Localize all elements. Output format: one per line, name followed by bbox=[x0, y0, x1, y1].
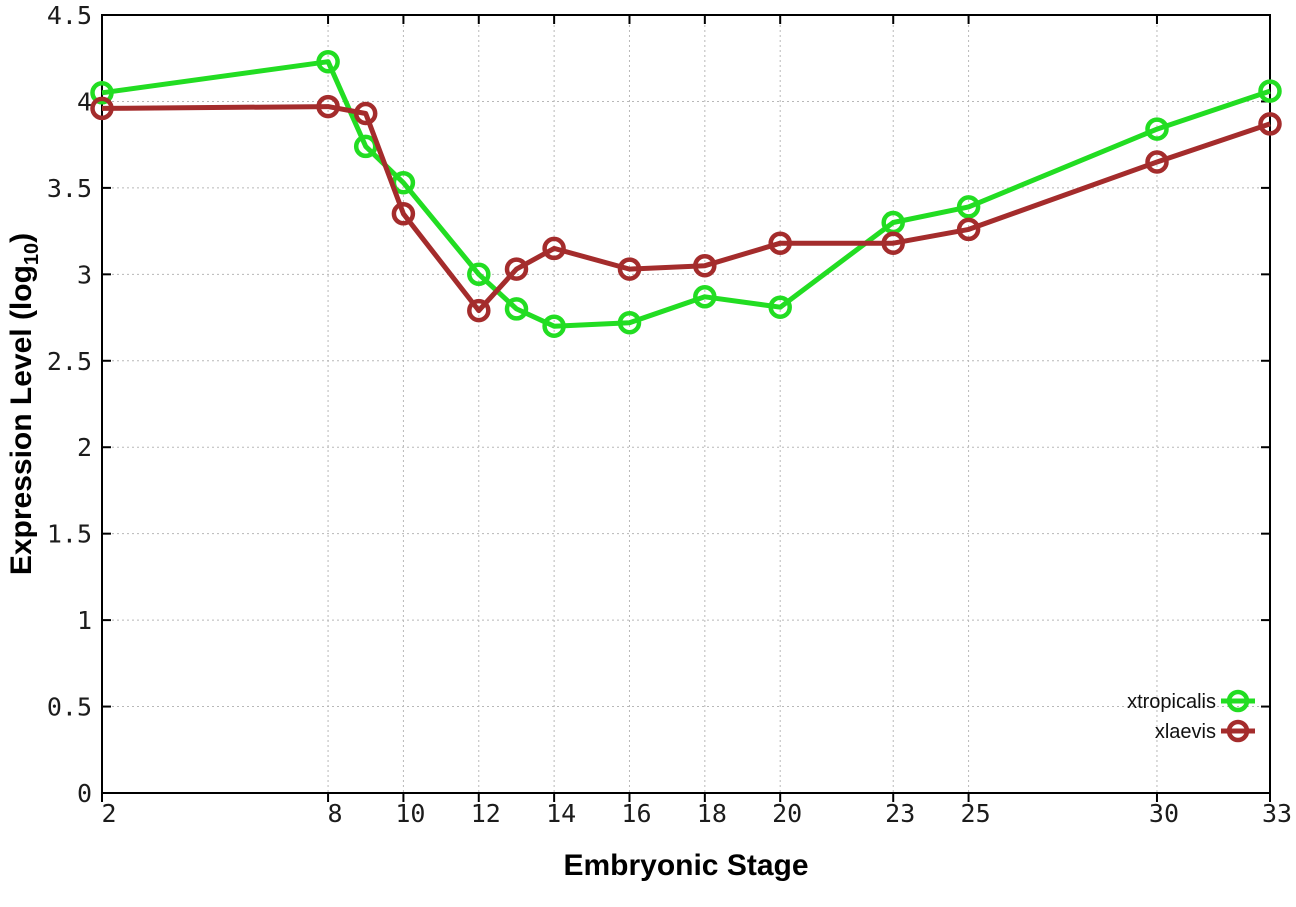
data-point-xtropicalis bbox=[956, 195, 981, 219]
y-tick-label: 3.5 bbox=[47, 174, 92, 203]
axis-ticks bbox=[101, 14, 1271, 802]
y-tick-label: 0.5 bbox=[47, 693, 92, 722]
data-point-xlaevis bbox=[504, 257, 529, 281]
data-point-xtropicalis bbox=[768, 295, 792, 319]
x-tick-label: 16 bbox=[621, 799, 651, 828]
y-tick-label: 1 bbox=[77, 606, 92, 635]
data-point-xtropicalis bbox=[504, 297, 529, 321]
data-point-xlaevis bbox=[90, 96, 114, 121]
legend-entry-xtropicalis: xtropicalis bbox=[1127, 689, 1255, 713]
data-point-xtropicalis bbox=[316, 49, 340, 74]
data-point-xlaevis bbox=[617, 257, 642, 281]
data-point-xlaevis bbox=[1145, 150, 1169, 174]
plot-border-rect bbox=[101, 14, 1271, 794]
x-tick-label: 25 bbox=[961, 799, 991, 828]
series-line-xlaevis bbox=[101, 104, 1271, 314]
data-point-xlaevis bbox=[391, 202, 416, 226]
y-tick-label: 2 bbox=[77, 433, 92, 462]
x-tick-label: 18 bbox=[697, 799, 727, 828]
data-series bbox=[90, 49, 1282, 338]
x-tick-label: 23 bbox=[885, 799, 915, 828]
x-tick-label: 2 bbox=[101, 799, 116, 828]
y-tick-label: 4.5 bbox=[47, 1, 92, 30]
x-tick-label: 30 bbox=[1149, 799, 1179, 828]
data-point-xlaevis bbox=[693, 253, 717, 278]
data-point-xlaevis bbox=[881, 231, 905, 255]
data-point-xtropicalis bbox=[467, 262, 491, 287]
y-tick-label: 4 bbox=[77, 87, 92, 116]
data-point-xlaevis bbox=[353, 101, 378, 126]
x-axis-title: Embryonic Stage bbox=[563, 849, 808, 882]
legend-entry-xlaevis: xlaevis bbox=[1155, 719, 1255, 743]
data-point-xtropicalis bbox=[693, 285, 717, 309]
y-axis-title-main: Expression Level (log bbox=[5, 265, 38, 575]
x-tick-label: 14 bbox=[546, 799, 576, 828]
y-tick-label: 1.5 bbox=[47, 520, 92, 549]
y-axis-title-close: ) bbox=[5, 233, 38, 243]
grid-lines bbox=[102, 15, 1270, 793]
x-tick-label: 12 bbox=[471, 799, 501, 828]
data-point-xlaevis bbox=[768, 231, 792, 255]
data-point-xlaevis bbox=[956, 217, 981, 242]
plot-border bbox=[101, 14, 1271, 794]
data-point-xtropicalis bbox=[542, 314, 566, 338]
data-point-xtropicalis bbox=[90, 81, 114, 105]
legend-marker-xtropicalis bbox=[1226, 689, 1250, 713]
x-tick-label: 20 bbox=[772, 799, 802, 828]
y-axis-title-subscript: 10 bbox=[21, 243, 43, 265]
legend-label-xlaevis: xlaevis bbox=[1155, 721, 1216, 743]
data-point-xlaevis bbox=[467, 298, 491, 323]
data-point-xtropicalis bbox=[1258, 79, 1282, 103]
data-point-xlaevis bbox=[316, 94, 340, 119]
data-point-xtropicalis bbox=[617, 310, 642, 335]
data-point-xtropicalis bbox=[353, 134, 378, 159]
y-tick-label: 0 bbox=[77, 779, 92, 808]
tick-labels: 2 8 10 12 14 16 18 20 23 25 30 33 0 0.5 1 1.5 2 2.5 3 3.5 4 4… bbox=[47, 1, 1292, 828]
x-tick-label: 8 bbox=[328, 799, 343, 828]
x-tick-label: 33 bbox=[1262, 799, 1292, 828]
y-axis-title: Expression Level (log10) bbox=[5, 233, 43, 575]
legend: xtropicalis xlaevis bbox=[1127, 689, 1255, 743]
data-point-xlaevis bbox=[542, 236, 566, 261]
data-point-xtropicalis bbox=[1145, 117, 1169, 141]
x-tick-label: 10 bbox=[395, 799, 425, 828]
y-tick-label: 2.5 bbox=[47, 347, 92, 376]
y-tick-label: 3 bbox=[77, 260, 92, 289]
data-point-xlaevis bbox=[1258, 112, 1282, 136]
legend-marker-xlaevis bbox=[1226, 719, 1250, 743]
legend-label-xtropicalis: xtropicalis bbox=[1127, 691, 1216, 713]
